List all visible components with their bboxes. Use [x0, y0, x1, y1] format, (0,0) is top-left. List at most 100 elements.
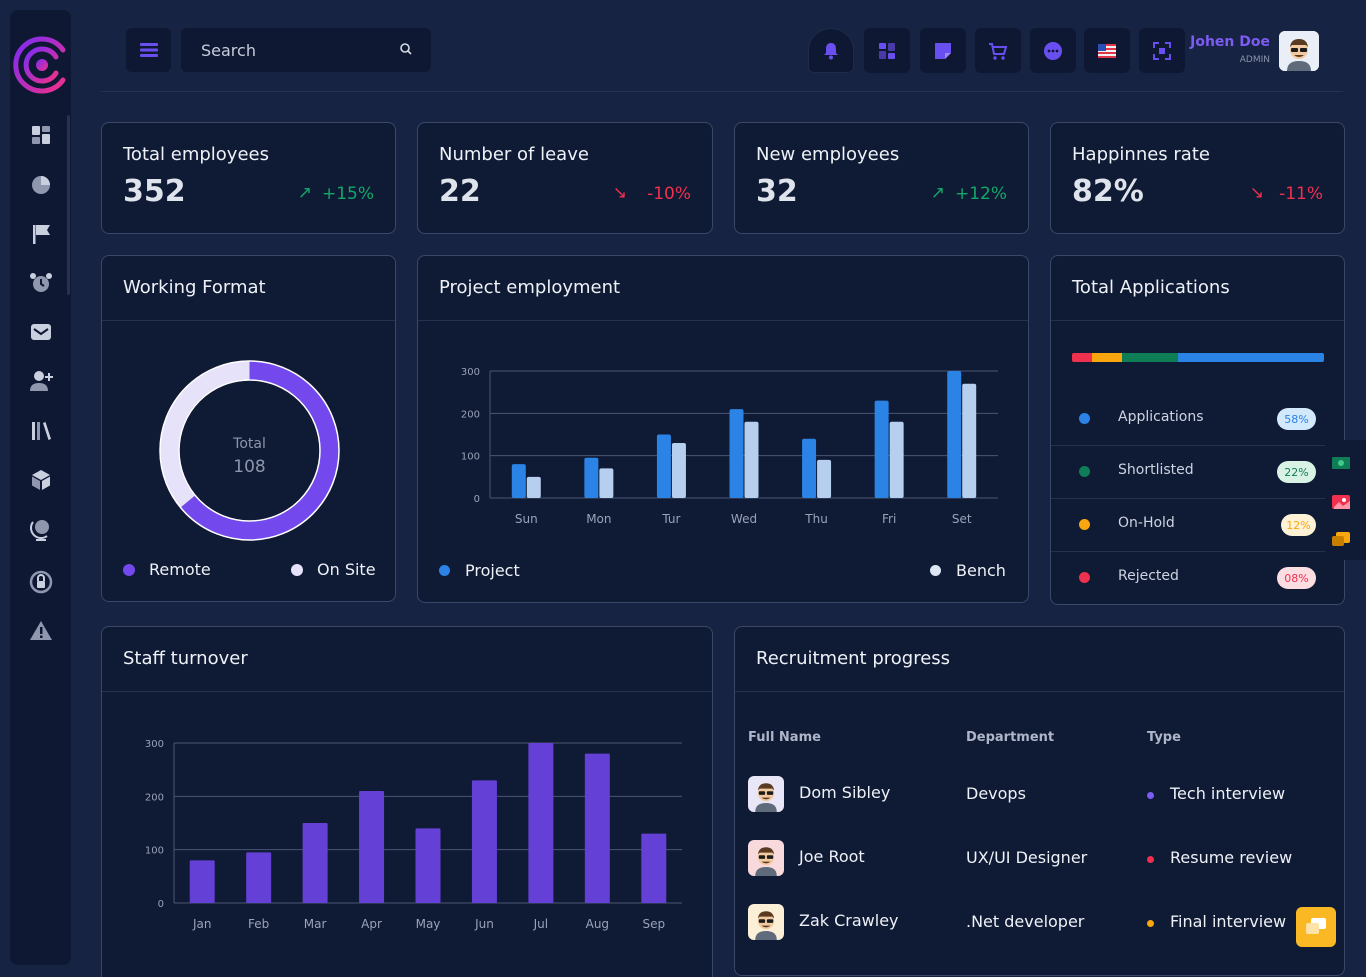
sidebar-item-library[interactable] — [26, 416, 56, 446]
money-icon[interactable] — [1332, 457, 1350, 471]
bar-sep[interactable] — [641, 833, 667, 903]
bar-aug[interactable] — [584, 753, 610, 903]
user-role: ADMIN — [1239, 55, 1270, 65]
chat-fab-button[interactable] — [1296, 907, 1336, 947]
kpi-title: New employees — [756, 144, 900, 165]
progress-segment-applications — [1177, 353, 1324, 362]
cart-button[interactable] — [975, 28, 1021, 73]
sidebar-item-globe[interactable] — [26, 514, 56, 544]
menu-toggle-button[interactable] — [126, 28, 171, 72]
kpi-card: Number of leave 22 ↘ -10% — [417, 122, 713, 234]
y-tick-label: 200 — [461, 409, 480, 420]
legend-label-onsite[interactable]: On Site — [317, 560, 376, 579]
note-icon — [935, 42, 951, 59]
status-badge: 22% — [1277, 461, 1316, 483]
status-dot — [1147, 856, 1154, 863]
x-tick-label: Apr — [361, 917, 382, 931]
applications-progress-bar — [1072, 353, 1324, 362]
status-badge: 58% — [1277, 408, 1316, 430]
legend-label-project[interactable]: Project — [465, 561, 520, 580]
bar-feb[interactable] — [246, 852, 272, 903]
sidebar-item-lock-refresh[interactable] — [26, 567, 56, 597]
search-icon[interactable] — [399, 42, 413, 56]
logo[interactable] — [11, 30, 71, 100]
bar-project-wed[interactable] — [729, 409, 744, 498]
employee-name[interactable]: Joe Root — [799, 847, 865, 866]
bar-project-fri[interactable] — [874, 400, 889, 498]
bar-bench-sun[interactable] — [526, 476, 541, 498]
bar-project-mon[interactable] — [584, 457, 599, 498]
sidebar-item-alarm[interactable] — [26, 268, 56, 298]
donut-slice-on-site[interactable] — [160, 361, 250, 508]
legend-label-remote[interactable]: Remote — [149, 560, 211, 579]
kpi-card: New employees 32 ↗ +12% — [734, 122, 1029, 234]
library-icon — [32, 422, 51, 440]
lock-refresh-icon — [29, 570, 53, 594]
x-tick-label: Wed — [731, 512, 757, 526]
bar-bench-wed[interactable] — [744, 421, 759, 498]
sidebar-item-flag[interactable] — [26, 219, 56, 249]
bar-bench-mon[interactable] — [599, 468, 614, 498]
notes-button[interactable] — [920, 28, 966, 73]
application-status-label: Shortlisted — [1118, 462, 1194, 478]
bar-jun[interactable] — [471, 780, 497, 903]
notifications-button[interactable] — [808, 28, 854, 73]
bar-project-thu[interactable] — [802, 438, 817, 498]
card-divider — [102, 691, 712, 692]
messages-button[interactable] — [1030, 28, 1076, 73]
avatar[interactable] — [748, 840, 784, 876]
status-dot — [1147, 920, 1154, 927]
bar-jan[interactable] — [189, 860, 215, 903]
user-name[interactable]: Johen Doe — [1190, 34, 1270, 50]
sidebar-item-mail[interactable] — [26, 317, 56, 347]
sidebar-item-dashboard[interactable] — [26, 120, 56, 150]
bar-bench-set[interactable] — [962, 383, 977, 498]
sidebar-scrollbar[interactable] — [67, 115, 70, 295]
add-user-icon — [30, 371, 53, 391]
column-header-type[interactable]: Type — [1147, 730, 1181, 745]
column-header-department[interactable]: Department — [966, 730, 1055, 745]
bar-project-set[interactable] — [947, 371, 962, 498]
employee-name[interactable]: Dom Sibley — [799, 783, 891, 802]
pie-chart-icon — [32, 176, 50, 194]
kpi-value: 82% — [1072, 174, 1144, 209]
bar-may[interactable] — [415, 828, 441, 903]
bar-bench-fri[interactable] — [889, 421, 904, 498]
donut-center-label: Total — [232, 436, 266, 452]
donut-slice-remote[interactable] — [180, 361, 339, 540]
column-header-name[interactable]: Full Name — [748, 730, 821, 745]
kpi-title: Total employees — [123, 144, 269, 165]
avatar[interactable] — [748, 776, 784, 812]
sidebar-item-add-user[interactable] — [26, 366, 56, 396]
search-box — [181, 28, 431, 72]
legend-label-bench[interactable]: Bench — [956, 561, 1006, 580]
total-applications-card: Total Applications Applications 58% Shortl… — [1050, 255, 1345, 605]
language-button[interactable] — [1084, 28, 1130, 73]
bar-jul[interactable] — [528, 743, 554, 903]
bar-bench-tur[interactable] — [671, 442, 686, 498]
cart-icon — [989, 42, 1008, 60]
kpi-change: -11% — [1279, 184, 1323, 204]
fullscreen-button[interactable] — [1139, 28, 1185, 73]
apps-button[interactable] — [864, 28, 910, 73]
messages-icon[interactable] — [1332, 532, 1350, 548]
header-divider — [101, 91, 1343, 92]
sidebar-item-warning[interactable] — [26, 616, 56, 646]
image-icon[interactable] — [1332, 495, 1350, 511]
status-badge: 08% — [1277, 567, 1316, 589]
employee-name[interactable]: Zak Crawley — [799, 911, 899, 930]
application-status-label: On-Hold — [1118, 515, 1175, 531]
bar-project-sun[interactable] — [511, 464, 526, 498]
search-input[interactable] — [181, 40, 381, 60]
avatar[interactable] — [748, 904, 784, 940]
bar-bench-thu[interactable] — [817, 459, 832, 498]
bar-apr[interactable] — [359, 791, 385, 903]
x-tick-label: May — [416, 917, 441, 931]
interview-type: Resume review — [1170, 848, 1293, 867]
avatar[interactable] — [1279, 31, 1319, 71]
flag-us-icon — [1098, 43, 1116, 58]
bar-mar[interactable] — [302, 823, 328, 903]
bar-project-tur[interactable] — [656, 434, 671, 499]
sidebar-item-pie-chart[interactable] — [26, 170, 56, 200]
sidebar-item-box[interactable] — [26, 465, 56, 495]
